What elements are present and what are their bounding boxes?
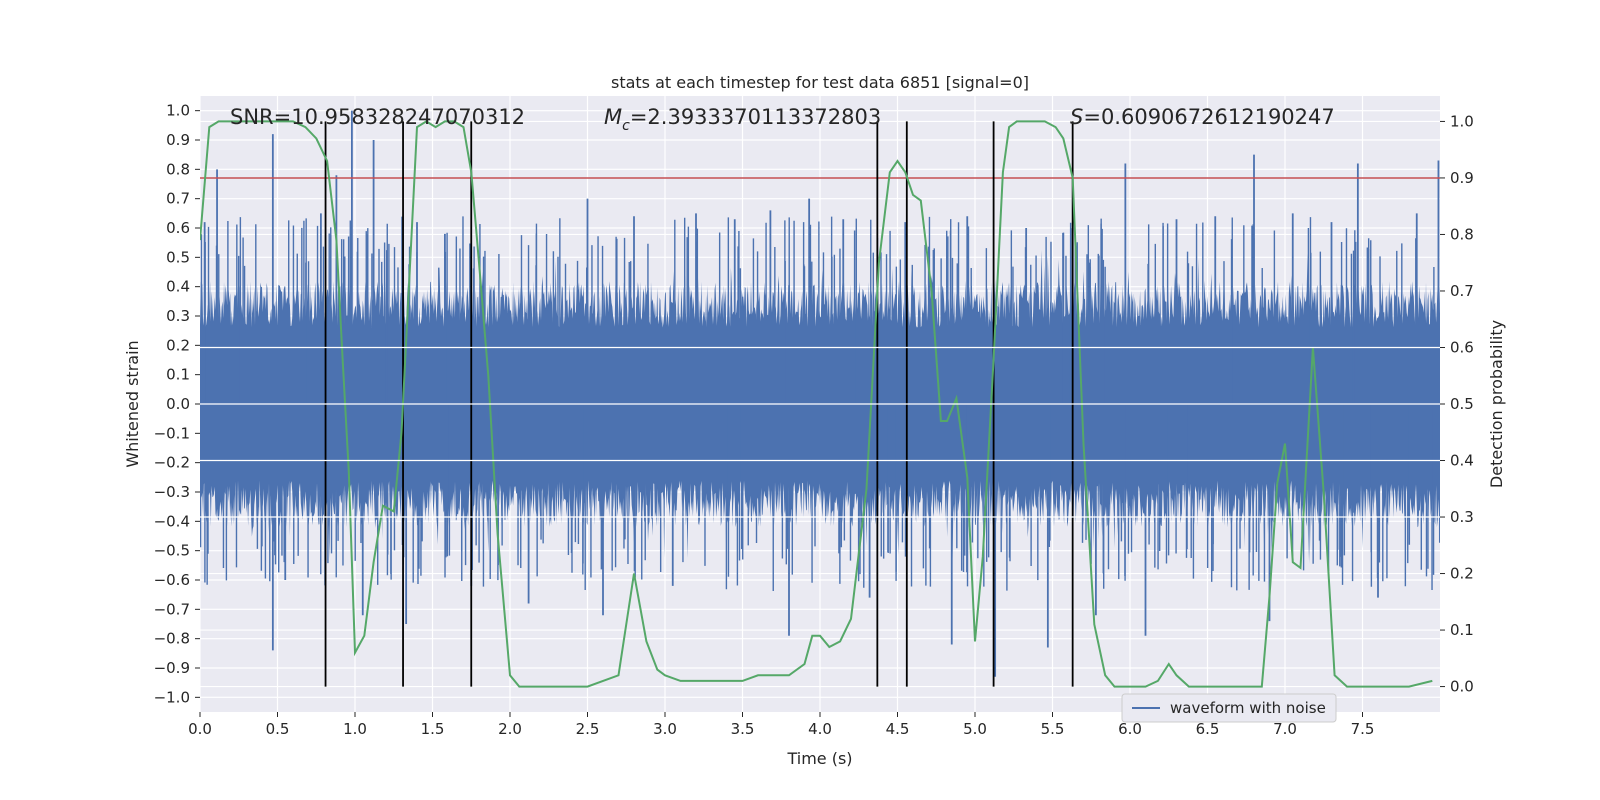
- y-tick-label: 0.8: [166, 160, 190, 178]
- y-tick-label: −0.3: [154, 483, 190, 501]
- y-axis-ticks: 1.0 0.9 0.8 0.7 0.6 0.5 0.4 0.3 0.2 0.1 0.0 −0.1 −0.…: [154, 102, 200, 706]
- y-tick-label: −0.7: [154, 600, 190, 618]
- x-tick-label: 5.5: [1041, 720, 1065, 738]
- annotation-mc-value: =2.3933370113372803: [630, 105, 881, 129]
- y-tick-label: −1.0: [154, 688, 190, 706]
- legend-box: [1121, 693, 1337, 723]
- y-tick-label: −0.5: [154, 542, 190, 560]
- y2-tick-label: 0.5: [1450, 395, 1474, 413]
- y2-tick-label: 0.1: [1450, 621, 1474, 639]
- x-tick-label: 0.0: [188, 720, 212, 738]
- y2-tick-label: 0.3: [1450, 508, 1474, 526]
- y-tick-label: −0.2: [154, 454, 190, 472]
- legend-label: waveform with noise: [1170, 699, 1326, 717]
- y-tick-label: 0.1: [166, 366, 190, 384]
- x-axis-ticks: 0.0 0.5 1.0 1.5 2.0 2.5 3.0 3.5 4.0 4.5 5.0 5.5 6.0 6…: [188, 712, 1374, 738]
- y2-axis-label: Detection probability: [1487, 320, 1506, 488]
- waveform-noise-band: [200, 250, 1440, 565]
- y2-axis-ticks: 1.0 0.9 0.8 0.7 0.6 0.5 0.4 0.3 0.2 0.1 0.0: [1440, 112, 1474, 696]
- waveform-spikes: [200, 110, 1440, 677]
- y-tick-label: −0.1: [154, 424, 190, 442]
- x-tick-label: 3.0: [653, 720, 677, 738]
- x-tick-label: 1.5: [421, 720, 445, 738]
- chart-title: stats at each timestep for test data 685…: [611, 73, 1029, 92]
- x-tick-label: 2.5: [576, 720, 600, 738]
- detection-probability-line: [200, 120, 1433, 688]
- x-tick-label: 7.5: [1351, 720, 1375, 738]
- annotation-mc-subscript: c: [622, 118, 630, 134]
- y2-tick-label: 0.9: [1450, 169, 1474, 187]
- x-axis-label: Time (s): [786, 749, 852, 768]
- y-tick-label: 0.4: [166, 278, 190, 296]
- annotation-mc: Mc=2.3933370113372803: [604, 105, 881, 134]
- y-tick-label: −0.9: [154, 659, 190, 677]
- x-tick-label: 7.0: [1273, 720, 1297, 738]
- annotation-s: S=0.6090672612190247: [1070, 105, 1335, 129]
- y2-tick-label: 0.2: [1450, 565, 1474, 583]
- y-tick-label: 0.5: [166, 248, 190, 266]
- annotation-s-symbol: S: [1070, 105, 1083, 129]
- x-tick-label: 2.0: [498, 720, 522, 738]
- y-tick-label: 0.2: [166, 336, 190, 354]
- y2-tick-label: 0.8: [1450, 225, 1474, 243]
- y2-tick-label: 0.6: [1450, 338, 1474, 356]
- y-tick-label: 0.6: [166, 219, 190, 237]
- x-tick-label: 6.5: [1196, 720, 1220, 738]
- annotation-snr: SNR=10.958328247070312: [230, 105, 525, 129]
- y-tick-label: −0.8: [154, 630, 190, 648]
- y-tick-label: 0.0: [166, 395, 190, 413]
- x-tick-label: 0.5: [266, 720, 290, 738]
- y2-gridline-overlay: [200, 346, 1440, 518]
- y-tick-label: 0.9: [166, 131, 190, 149]
- x-tick-label: 1.0: [343, 720, 367, 738]
- y2-tick-label: 0.7: [1450, 282, 1474, 300]
- y2-tick-label: 0.4: [1450, 452, 1474, 470]
- x-tick-label: 4.0: [808, 720, 832, 738]
- y2-tick-label: 1.0: [1450, 112, 1474, 130]
- y-tick-label: −0.6: [154, 571, 190, 589]
- annotation-mc-symbol: M: [604, 105, 622, 129]
- y-tick-label: −0.4: [154, 512, 190, 530]
- y-tick-label: 1.0: [166, 102, 190, 120]
- x-tick-label: 3.5: [731, 720, 755, 738]
- y-axis-label: Whitened strain: [123, 340, 142, 467]
- annotation-s-value: =0.6090672612190247: [1083, 105, 1334, 129]
- x-tick-label: 4.5: [886, 720, 910, 738]
- y2-tick-label: 0.0: [1450, 678, 1474, 696]
- y-tick-label: 0.7: [166, 190, 190, 208]
- y-tick-label: 0.3: [166, 307, 190, 325]
- legend: waveform with noise: [1121, 693, 1337, 723]
- x-tick-label: 5.0: [963, 720, 987, 738]
- x-tick-label: 6.0: [1118, 720, 1142, 738]
